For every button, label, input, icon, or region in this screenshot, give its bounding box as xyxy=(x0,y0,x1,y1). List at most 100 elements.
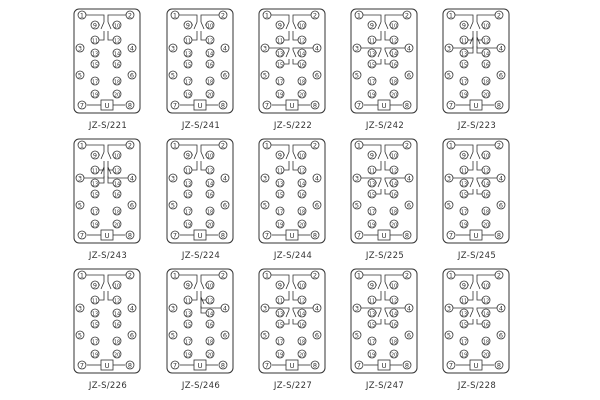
terminal-9: 9 xyxy=(367,150,377,160)
svg-text:12: 12 xyxy=(207,298,213,304)
svg-text:3: 3 xyxy=(355,44,359,52)
terminal-11: 11 xyxy=(275,295,285,305)
svg-text:5: 5 xyxy=(171,331,175,339)
contact-common xyxy=(107,274,126,282)
terminal-12: 12 xyxy=(297,295,307,305)
terminal-20: 20 xyxy=(205,89,215,99)
svg-text:11: 11 xyxy=(92,298,98,304)
model-label: JZ-S/243 xyxy=(88,251,128,261)
terminal-18: 18 xyxy=(297,206,307,216)
terminal-18: 18 xyxy=(297,76,307,86)
contact-common xyxy=(476,307,497,310)
svg-text:15: 15 xyxy=(185,192,191,198)
contact-blade xyxy=(193,281,198,290)
svg-text:2: 2 xyxy=(497,11,501,19)
terminal-16: 16 xyxy=(389,319,399,329)
terminal-20: 20 xyxy=(389,89,399,99)
contact-blade xyxy=(285,151,290,160)
terminal-17: 17 xyxy=(183,336,193,346)
terminal-6: 6 xyxy=(220,330,230,340)
terminal-9: 9 xyxy=(183,150,193,160)
svg-text:7: 7 xyxy=(357,231,361,239)
svg-text:11: 11 xyxy=(185,38,191,44)
svg-text:16: 16 xyxy=(299,192,305,198)
svg-text:16: 16 xyxy=(114,62,120,68)
svg-text:17: 17 xyxy=(185,79,191,85)
terminal-1: 1 xyxy=(170,270,180,280)
terminal-16: 16 xyxy=(389,59,399,69)
svg-text:8: 8 xyxy=(313,231,317,239)
terminal-7: 7 xyxy=(77,100,87,110)
contact-blade xyxy=(285,21,290,30)
contact-blade xyxy=(476,36,481,45)
contact-common xyxy=(200,14,219,22)
coil-label: U xyxy=(197,362,202,370)
terminal-10: 10 xyxy=(205,20,215,30)
svg-text:11: 11 xyxy=(369,38,375,44)
terminal-19: 19 xyxy=(90,349,100,359)
coil xyxy=(285,99,299,111)
svg-text:3: 3 xyxy=(78,44,82,52)
svg-text:6: 6 xyxy=(130,71,134,79)
svg-text:13: 13 xyxy=(185,311,191,317)
svg-text:17: 17 xyxy=(277,209,283,215)
contact-blade xyxy=(384,21,389,30)
relay-outline xyxy=(73,138,141,244)
terminal-14: 14 xyxy=(297,48,307,58)
terminal-6: 6 xyxy=(496,330,506,340)
svg-text:20: 20 xyxy=(391,222,397,228)
terminal-8: 8 xyxy=(310,360,320,370)
svg-text:3: 3 xyxy=(355,304,359,312)
svg-text:6: 6 xyxy=(315,201,319,209)
terminal-9: 9 xyxy=(459,150,469,160)
svg-text:1: 1 xyxy=(173,271,177,279)
terminal-18: 18 xyxy=(481,76,491,86)
terminal-1: 1 xyxy=(77,140,87,150)
contact-common xyxy=(476,14,495,22)
contact-common xyxy=(86,14,105,22)
terminal-3: 3 xyxy=(352,43,362,53)
terminal-11: 11 xyxy=(367,165,377,175)
relay-outline xyxy=(166,138,234,244)
relay-outline xyxy=(258,8,326,114)
contact-common xyxy=(292,14,311,22)
terminal-13: 13 xyxy=(367,178,377,188)
svg-text:10: 10 xyxy=(114,283,120,289)
terminal-8: 8 xyxy=(218,100,228,110)
coil xyxy=(100,359,114,371)
contact-common xyxy=(363,144,382,152)
terminal-14: 14 xyxy=(297,308,307,318)
svg-text:15: 15 xyxy=(277,192,283,198)
contact-blade xyxy=(285,49,290,58)
svg-text:16: 16 xyxy=(114,192,120,198)
terminal-12: 12 xyxy=(389,295,399,305)
svg-text:9: 9 xyxy=(93,281,97,289)
svg-text:8: 8 xyxy=(128,231,132,239)
contact-blade xyxy=(384,281,389,290)
terminal-14: 14 xyxy=(112,308,122,318)
terminal-11: 11 xyxy=(90,295,100,305)
contact-common xyxy=(86,144,105,152)
terminal-7: 7 xyxy=(77,230,87,240)
svg-text:8: 8 xyxy=(221,361,225,369)
svg-text:15: 15 xyxy=(92,192,98,198)
contact-blade xyxy=(292,49,297,58)
svg-text:5: 5 xyxy=(447,71,451,79)
terminal-11: 11 xyxy=(90,165,100,175)
terminal-5: 5 xyxy=(260,70,270,80)
terminal-12: 12 xyxy=(389,165,399,175)
terminal-18: 18 xyxy=(297,336,307,346)
svg-text:17: 17 xyxy=(461,79,467,85)
svg-text:11: 11 xyxy=(369,168,375,174)
terminal-3: 3 xyxy=(260,173,270,183)
terminal-3: 3 xyxy=(168,173,178,183)
contact-common xyxy=(179,274,198,282)
terminal-6: 6 xyxy=(220,200,230,210)
contact-blade xyxy=(384,49,389,58)
svg-text:19: 19 xyxy=(277,92,283,98)
terminal-17: 17 xyxy=(275,336,285,346)
terminal-6: 6 xyxy=(312,330,322,340)
contact-blade xyxy=(384,309,389,318)
svg-text:20: 20 xyxy=(299,352,305,358)
contact-common xyxy=(271,144,290,152)
